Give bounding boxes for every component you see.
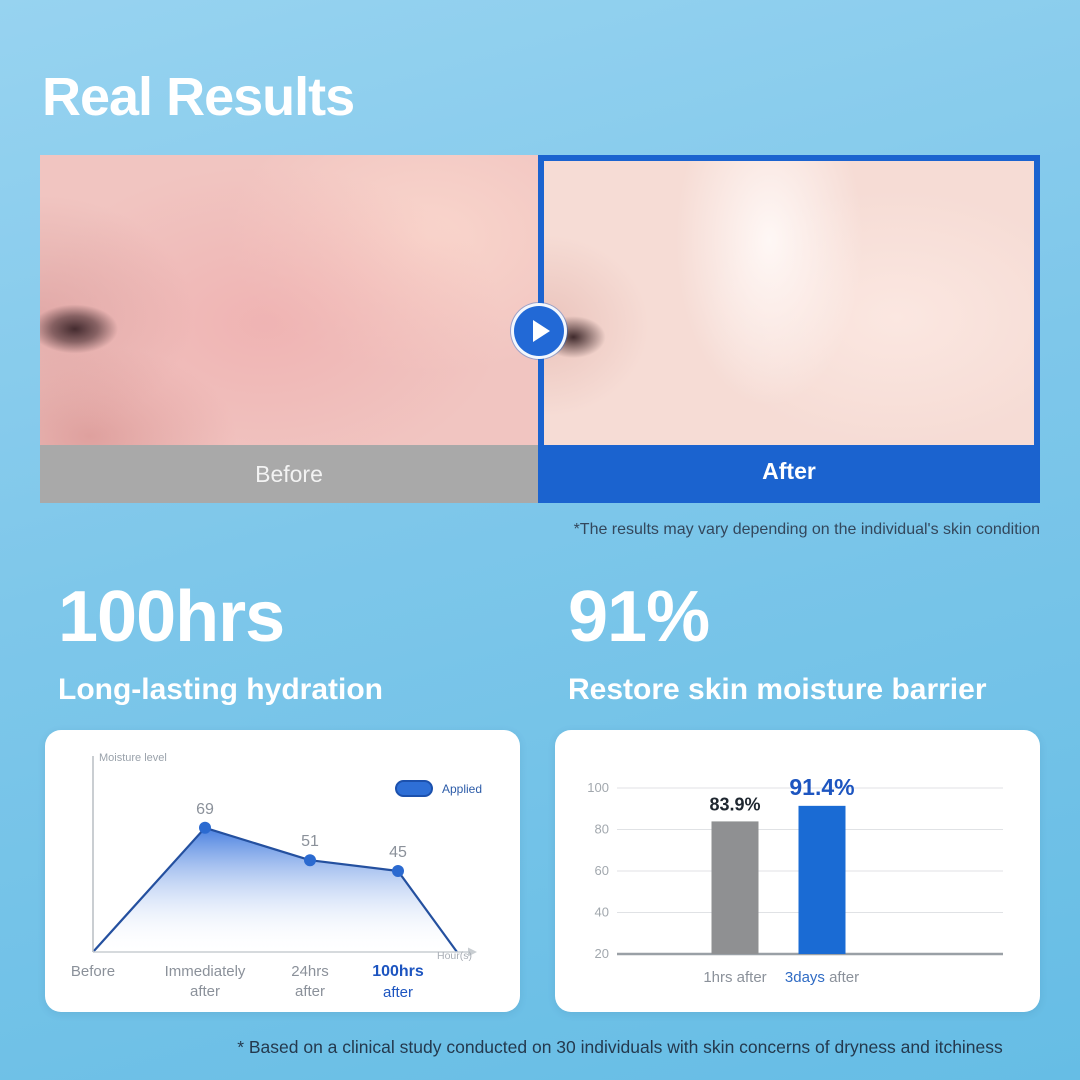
page-title: Real Results [42, 67, 355, 127]
after-label-bar: After [544, 445, 1034, 497]
line-chart-legend: Applied [394, 780, 482, 797]
study-footnote: * Based on a clinical study conducted on… [237, 1037, 1003, 1057]
svg-text:91.4%: 91.4% [789, 774, 854, 800]
results-disclaimer: *The results may vary depending on the i… [573, 521, 1040, 538]
play-button[interactable] [511, 303, 567, 359]
before-label-bar: Before [40, 445, 538, 503]
svg-text:45: 45 [389, 844, 407, 861]
before-after-comparison: Before After [40, 155, 1040, 503]
stat-barrier-value: 91% [568, 577, 710, 657]
svg-text:51: 51 [301, 833, 319, 850]
svg-text:60: 60 [595, 863, 609, 878]
stat-hydration: 100hrs Long-lasting hydration [58, 577, 383, 707]
applied-legend-label: Applied [441, 781, 482, 796]
moisture-line-chart-card: 69 51 45 Moisture level Applied Hour(s) Be… [45, 730, 520, 1012]
after-frame: After [538, 155, 1040, 503]
barrier-bar-chart: 100 80 60 40 20 83.9% 91.4% [587, 774, 1003, 961]
stat-barrier-caption: Restore skin moisture barrier [568, 673, 987, 707]
line-chart-category-label: 100hrs after [372, 963, 424, 1001]
bar-chart-category-label: 3days after [784, 969, 860, 986]
svg-text:83.9%: 83.9% [709, 794, 760, 814]
moisture-line-chart: 69 51 45 [92, 756, 477, 957]
stat-barrier: 91% Restore skin moisture barrier [568, 577, 987, 707]
applied-legend-swatch [394, 780, 433, 797]
line-chart-category-label: Before [70, 963, 116, 980]
svg-text:80: 80 [595, 822, 609, 837]
stat-hydration-value: 100hrs [58, 577, 285, 657]
after-label: After [762, 457, 816, 484]
bar-chart-category-label: 1hrs after [703, 969, 767, 986]
before-photo [40, 155, 538, 445]
line-chart-category-label: 24hrs after [291, 963, 329, 1000]
play-icon [533, 320, 550, 342]
barrier-bar-chart-card: 100 80 60 40 20 83.9% 91.4% 1hrs after 3days af… [555, 730, 1040, 1012]
svg-text:100: 100 [587, 780, 609, 795]
svg-text:69: 69 [196, 801, 214, 818]
before-label: Before [255, 460, 323, 487]
line-chart-x-axis-label: Hour(s) [437, 950, 473, 962]
svg-text:20: 20 [595, 946, 609, 961]
line-chart-category-label: Immediately after [164, 963, 246, 1000]
after-photo [544, 161, 1034, 445]
svg-text:40: 40 [595, 905, 609, 920]
line-chart-y-axis-label: Moisture level [99, 752, 167, 764]
stat-hydration-caption: Long-lasting hydration [58, 673, 383, 707]
